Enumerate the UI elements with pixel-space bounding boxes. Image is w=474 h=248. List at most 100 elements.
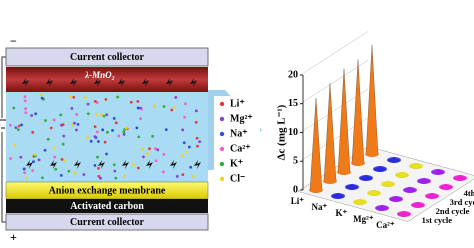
- ion-dot: [181, 173, 185, 177]
- depth-label: 3rd cycle: [450, 197, 474, 207]
- ion-dot: [162, 153, 166, 156]
- ion-dot: [141, 147, 144, 151]
- sign: +: [10, 230, 17, 244]
- ion-dot: [24, 107, 28, 111]
- arrow-icon: [146, 160, 153, 169]
- cone-base: [331, 193, 345, 199]
- cone-base: [389, 196, 403, 202]
- ion-dot: [60, 157, 64, 161]
- cone: [337, 68, 351, 175]
- ion-dot: [70, 106, 74, 110]
- arrow-icon: [190, 78, 197, 87]
- ion-dot: [175, 174, 179, 178]
- y-tick-label: 15: [288, 98, 298, 109]
- ion-dot: [17, 124, 21, 128]
- ion-dot: [86, 102, 90, 106]
- cone-base: [309, 187, 323, 193]
- cone-base: [381, 181, 395, 187]
- legend-label: Li⁺: [230, 98, 245, 109]
- electrolyte: [6, 92, 208, 182]
- x-tick-label: Na⁺: [312, 202, 328, 212]
- ion-dot: [116, 95, 120, 99]
- arrow-icon: [194, 160, 201, 169]
- ion-dot: [105, 152, 108, 156]
- ion-dot: [93, 125, 97, 129]
- ion-dot: [72, 121, 76, 125]
- ion-dot: [95, 130, 99, 134]
- legend-label: Mg²⁺: [230, 113, 253, 124]
- ion-dot: [54, 167, 58, 171]
- ion-dot: [40, 96, 44, 100]
- ion-dot: [16, 128, 20, 132]
- ion-dot: [84, 96, 87, 100]
- arrow-icon: [22, 78, 29, 87]
- ion-dot: [114, 176, 118, 180]
- arrow-icon: [70, 78, 77, 87]
- ion-dot: [61, 142, 65, 146]
- ion-dot: [117, 134, 121, 138]
- ion-dot: [73, 171, 77, 175]
- cone: [365, 44, 379, 157]
- cone-base: [425, 193, 439, 199]
- cone-base: [359, 175, 373, 181]
- arrow-icon: [142, 78, 149, 87]
- ion-dot: [113, 169, 117, 173]
- ion-dot: [146, 152, 149, 156]
- cone-base: [323, 178, 337, 184]
- ion-dot: [86, 136, 90, 140]
- arrow-icon: [166, 78, 173, 87]
- cone-base: [337, 169, 351, 175]
- ion-dot: [181, 128, 185, 132]
- cone: [351, 59, 365, 166]
- ion-dot: [30, 114, 34, 117]
- ion-dot: [101, 128, 105, 132]
- ion-dot: [96, 155, 99, 159]
- depth-label: 2nd cycle: [436, 206, 470, 216]
- grid-line: [297, 60, 369, 106]
- wire: [1, 132, 6, 223]
- ion-dot: [191, 175, 195, 178]
- ion-dot: [8, 123, 12, 127]
- arrow-icon: [46, 78, 53, 87]
- ion-dot: [112, 163, 116, 167]
- cone-base: [411, 202, 425, 208]
- ion-dot: [22, 167, 26, 171]
- arrow-icon: [26, 160, 33, 169]
- ion-dot: [39, 93, 43, 97]
- ion-dot: [136, 100, 140, 103]
- legend-swatch: [219, 176, 225, 182]
- legend-swatch: [219, 131, 225, 137]
- ion-dot: [196, 144, 199, 148]
- ion-dot: [67, 169, 71, 173]
- ion-dot: [153, 104, 157, 108]
- ion-dot: [31, 169, 34, 172]
- ion-dot: [172, 105, 176, 109]
- ion-dot: [40, 176, 44, 180]
- ion-dot: [198, 140, 202, 144]
- ion-dot: [99, 113, 103, 117]
- ion-dot: [102, 114, 106, 118]
- arrow-icon: [118, 78, 125, 87]
- ion-dot: [72, 95, 76, 99]
- ion-dot: [97, 166, 100, 170]
- label: Anion exchange membrane: [49, 185, 166, 196]
- ion-dot: [25, 176, 28, 180]
- ion-dot: [132, 163, 135, 167]
- x-tick-label: Mg²⁺: [353, 214, 374, 224]
- ion-dot: [184, 102, 187, 106]
- anode: [6, 199, 208, 213]
- ion-dot: [31, 130, 35, 134]
- ion-dot: [154, 159, 158, 163]
- cone-base: [373, 166, 387, 172]
- ion-dot: [43, 148, 47, 152]
- x-tick-label: Li⁺: [291, 196, 305, 206]
- ion-dot: [180, 154, 184, 158]
- cone-base: [345, 184, 359, 190]
- ion-dot: [23, 99, 27, 103]
- ion-dot: [187, 145, 191, 149]
- y-tick-label: 0: [293, 184, 298, 195]
- ion-dot: [97, 174, 101, 178]
- label: Current collector: [70, 217, 145, 228]
- legend-label: K⁺: [230, 158, 243, 169]
- x-tick-label: K⁺: [336, 208, 348, 218]
